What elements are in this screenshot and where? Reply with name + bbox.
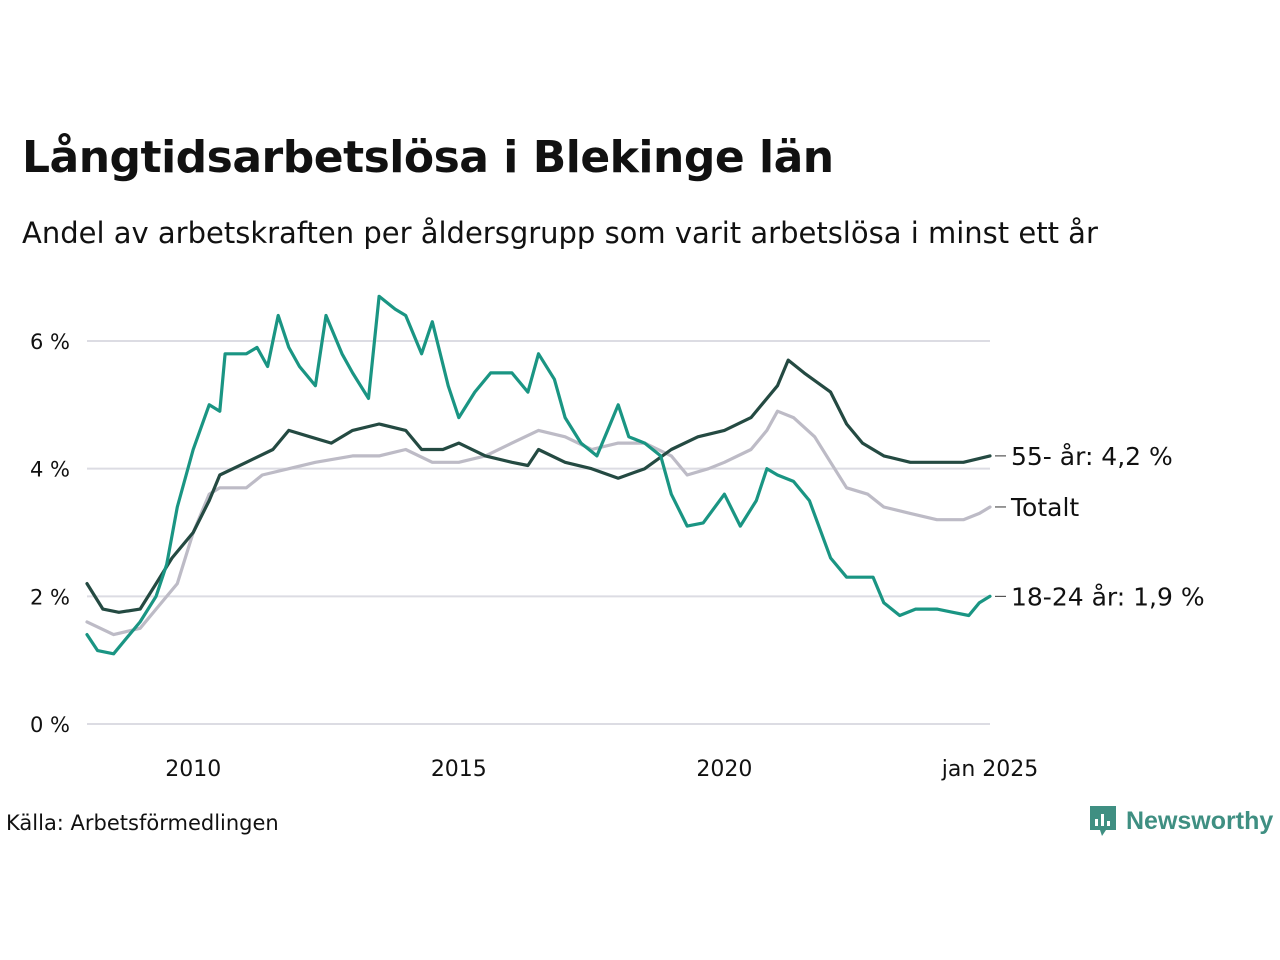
x-tick-label: 2020 (696, 757, 752, 782)
y-tick-label: 4 % (30, 458, 70, 482)
series-labels: Totalt 55- år: 4,2 % 18-24 år: 1,9 % (995, 442, 1205, 611)
y-tick-label: 6 % (30, 330, 70, 354)
y-tick-label: 2 % (30, 585, 70, 609)
x-tick-label: 2015 (431, 757, 487, 782)
x-tick-label: jan 2025 (941, 757, 1039, 782)
series-line (85, 358, 992, 614)
y-axis-ticks: 0 % 2 % 4 % 6 % (30, 330, 70, 737)
series-line (85, 294, 992, 656)
series-lines (85, 294, 992, 656)
series-line (85, 409, 992, 637)
y-tick-label: 0 % (30, 713, 70, 737)
gridlines (87, 340, 990, 725)
series-label: 18-24 år: 1,9 % (1011, 582, 1205, 611)
series-label: Totalt (1010, 493, 1079, 522)
newsworthy-logo: Newsworthy (1088, 804, 1273, 838)
x-tick-label: 2010 (165, 757, 221, 782)
newsworthy-logo-icon (1090, 806, 1116, 836)
newsworthy-logo-text: Newsworthy (1126, 806, 1274, 835)
series-label: 55- år: 4,2 % (1011, 442, 1173, 471)
chart-subtitle: Andel av arbetskraften per åldersgrupp s… (22, 216, 1098, 250)
chart-title: Långtidsarbetslösa i Blekinge län (22, 132, 834, 183)
x-axis-ticks: 2010 2015 2020 jan 2025 (165, 757, 1038, 782)
source-note: Källa: Arbetsförmedlingen (6, 811, 279, 835)
